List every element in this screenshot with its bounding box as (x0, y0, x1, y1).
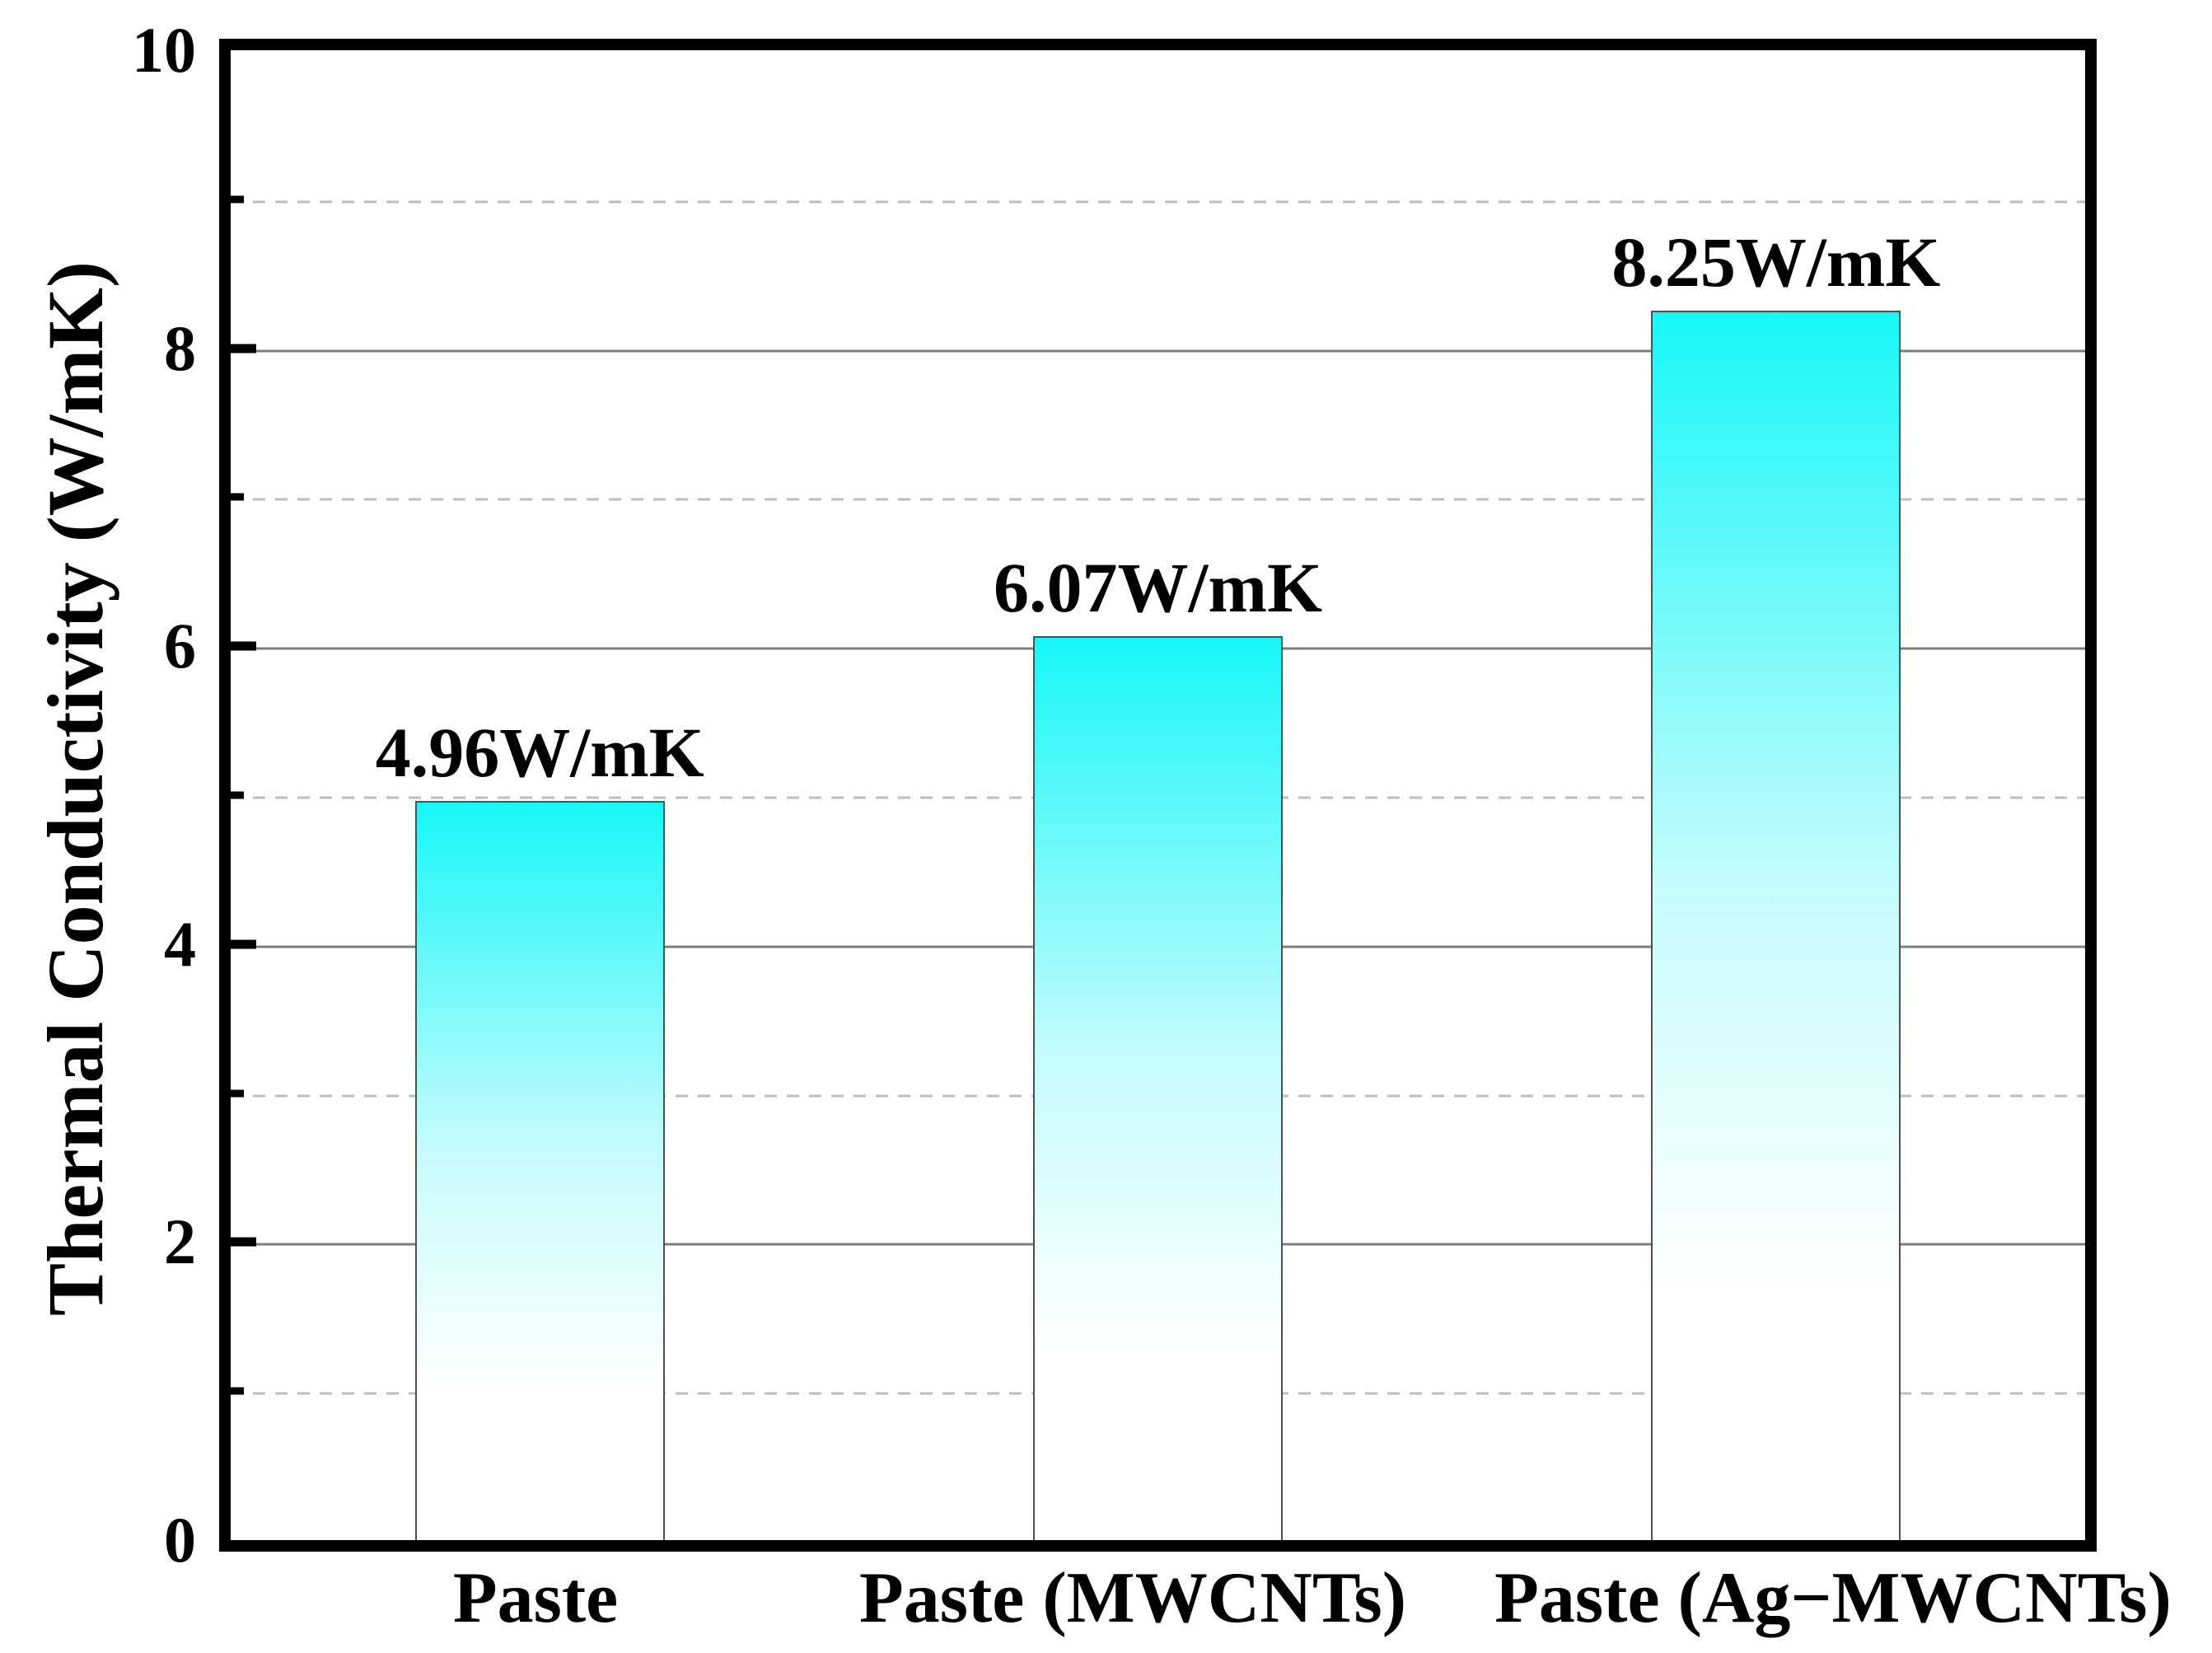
y-tick-label-10: 10 (132, 14, 196, 86)
gridline-major-8 (231, 349, 2085, 353)
y-tick-minor-3 (231, 1089, 244, 1098)
bar-value-label-3: 8.25W/mK (1611, 222, 1941, 302)
bar-1 (414, 801, 665, 1540)
x-category-label-1: Paste (452, 1558, 619, 1638)
y-tick-label-8: 8 (164, 311, 196, 384)
y-tick-label-6: 6 (164, 610, 196, 682)
y-tick-minor-7 (231, 493, 244, 501)
plot-area: 4.96W/mK 6.07W/mK 8.25W/mK (231, 50, 2085, 1540)
y-tick-major-2 (231, 1237, 256, 1247)
y-tick-major-6 (231, 641, 256, 651)
y-tick-minor-1 (231, 1387, 244, 1395)
bar-2 (1033, 635, 1283, 1540)
gridline-minor-7 (231, 498, 2085, 501)
gridline-minor-9 (231, 200, 2085, 204)
y-tick-minor-5 (231, 791, 244, 799)
y-tick-major-8 (231, 344, 256, 354)
y-tick-major-4 (231, 939, 256, 949)
y-axis-title: Thermal Conductivity (W/mK) (31, 261, 119, 1316)
x-category-label-3: Paste (Ag−MWCNTs) (1494, 1558, 2172, 1638)
x-category-label-2: Paste (MWCNTs) (859, 1558, 1406, 1638)
bar-value-label-2: 6.07W/mK (994, 547, 1322, 627)
y-tick-label-4: 4 (164, 907, 196, 980)
bar-value-label-1: 4.96W/mK (375, 713, 704, 793)
y-tick-minor-9 (231, 195, 244, 204)
y-tick-label-0: 0 (164, 1504, 196, 1576)
y-tick-label-2: 2 (164, 1206, 196, 1278)
bar-3 (1651, 311, 1901, 1540)
plot-frame: 4.96W/mK 6.07W/mK 8.25W/mK (219, 39, 2097, 1552)
